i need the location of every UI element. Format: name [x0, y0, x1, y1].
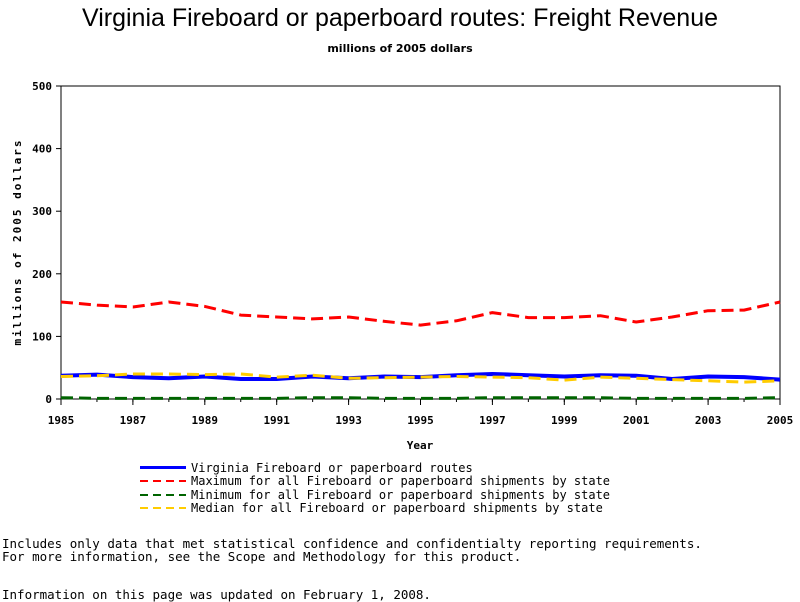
y-axis-title: millions of 2005 dollars [11, 139, 24, 346]
legend-item: Virginia Fireboard or paperboard routes [140, 461, 610, 475]
footnote-confidence: Includes only data that met statistical … [2, 536, 702, 551]
y-tick-label: 400 [32, 143, 52, 156]
y-tick-label: 0 [45, 393, 52, 406]
x-tick-label: 1987 [120, 414, 147, 427]
series-line [60, 300, 781, 327]
x-tick-label: 1985 [48, 414, 75, 427]
legend-label: Maximum for all Fireboard or paperboard … [191, 474, 611, 489]
footnote-methodology: For more information, see the Scope and … [2, 549, 522, 564]
legend-item: Maximum for all Fireboard or paperboard … [140, 474, 611, 489]
series-line [60, 372, 781, 384]
y-tick-label: 500 [32, 80, 52, 93]
y-axis: 0 100 200 300 400 500 [32, 80, 61, 406]
legend-label: Virginia Fireboard or paperboard routes [191, 460, 473, 475]
chart-subtitle: millions of 2005 dollars [327, 42, 473, 55]
legend-label: Median for all Fireboard or paperboard s… [191, 501, 603, 516]
legend-swatch [140, 507, 186, 510]
x-tick-label: 1999 [551, 414, 578, 427]
chart-title: Virginia Fireboard or paperboard routes:… [81, 4, 718, 32]
legend-swatch [140, 480, 186, 483]
y-tick-label: 200 [32, 268, 52, 281]
x-axis-title: Year [407, 439, 434, 452]
legend-item: Minimum for all Fireboard or paperboard … [140, 488, 610, 502]
x-tick-label: 2003 [695, 414, 722, 427]
x-tick-label: 1991 [263, 414, 290, 427]
x-axis: 1985 1987 1989 1991 1993 1995 1997 1999 2001 2003… [48, 399, 794, 427]
legend-label: Minimum for all Fireboard or paperboard … [191, 487, 611, 502]
x-tick-label: 1997 [479, 414, 506, 427]
y-tick-label: 100 [32, 330, 52, 343]
series-line [60, 396, 781, 400]
x-tick-label: 1989 [192, 414, 219, 427]
x-tick-label: 1993 [335, 414, 362, 427]
footnote-updated: Information on this page was updated on … [2, 587, 431, 602]
x-tick-label: 2001 [623, 414, 650, 427]
line-chart: 0 100 200 300 400 500 1985 1987 1989 1991 1993 199… [11, 80, 794, 452]
x-tick-label: 1995 [407, 414, 434, 427]
plot-frame [60, 85, 781, 400]
series-lines [60, 300, 781, 400]
legend: Virginia Fireboard or paperboard routes … [140, 461, 610, 515]
legend-item: Median for all Fireboard or paperboard s… [140, 501, 610, 516]
legend-swatch [140, 493, 186, 496]
y-tick-label: 300 [32, 205, 52, 218]
legend-swatch [140, 466, 186, 470]
x-tick-label: 2005 [767, 414, 794, 427]
series-line [60, 372, 781, 382]
